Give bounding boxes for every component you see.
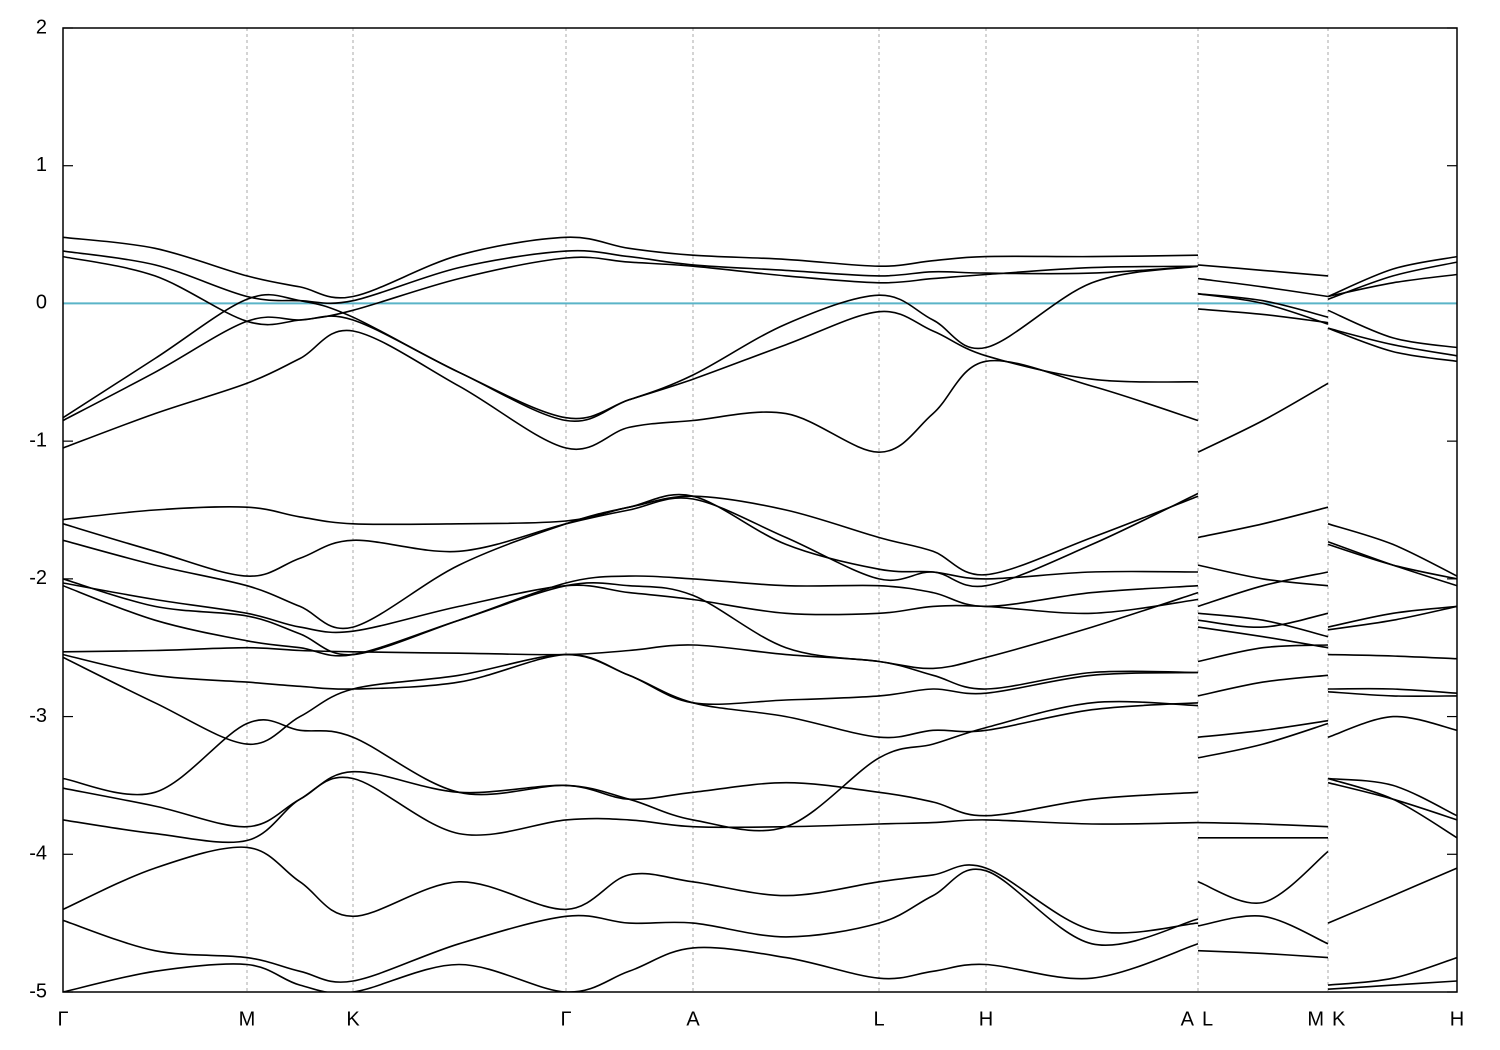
y-tick-label: -1 — [29, 429, 47, 451]
x-tick-label: K — [346, 1008, 360, 1030]
band-line — [63, 582, 1457, 670]
band-line — [63, 644, 1457, 694]
bands — [63, 236, 1457, 992]
band-line — [63, 868, 1457, 986]
x-tick-label: A — [1181, 1008, 1195, 1030]
band-line — [63, 236, 1457, 299]
x-tick-label: H — [979, 1008, 993, 1030]
x-tick-label: L — [873, 1008, 884, 1030]
band-line — [63, 770, 1457, 828]
labels: 210-1-2-3-4-5Γ M K Γ A L H A L M K H — [29, 16, 1464, 1030]
band-line — [63, 495, 1457, 577]
y-tick-label: -3 — [29, 705, 47, 727]
band-line — [63, 582, 1457, 638]
band-line — [63, 327, 1457, 454]
band-line — [63, 700, 1457, 832]
x-tick-label: A — [686, 1008, 700, 1030]
y-tick-label: -4 — [29, 843, 47, 865]
x-tick-label: L — [1202, 1008, 1213, 1030]
band-line — [63, 492, 1457, 588]
band-line — [63, 493, 1457, 630]
grid — [63, 27, 1457, 993]
y-tick-label: 0 — [36, 292, 47, 314]
band-line — [63, 265, 1457, 420]
x-tick-label: Γ — [560, 1008, 571, 1030]
x-tick-label: K — [1332, 1008, 1346, 1030]
y-tick-label: 2 — [36, 16, 47, 38]
x-tick-label: M — [239, 1008, 256, 1030]
band-line — [63, 776, 1457, 844]
y-tick-label: -5 — [29, 980, 47, 1002]
y-tick-label: -2 — [29, 567, 47, 589]
band-line — [63, 255, 1457, 326]
plot-frame — [62, 27, 1458, 993]
band-line — [63, 846, 1457, 934]
x-tick-label: M — [1307, 1008, 1324, 1030]
band-line — [63, 653, 1457, 745]
band-line — [63, 308, 1457, 423]
band-line — [63, 575, 1457, 656]
x-tick-label: Γ — [57, 1008, 68, 1030]
y-tick-label: 1 — [36, 154, 47, 176]
band-line — [63, 943, 1457, 992]
x-tick-label: H — [1450, 1008, 1464, 1030]
band-line — [63, 653, 1457, 706]
